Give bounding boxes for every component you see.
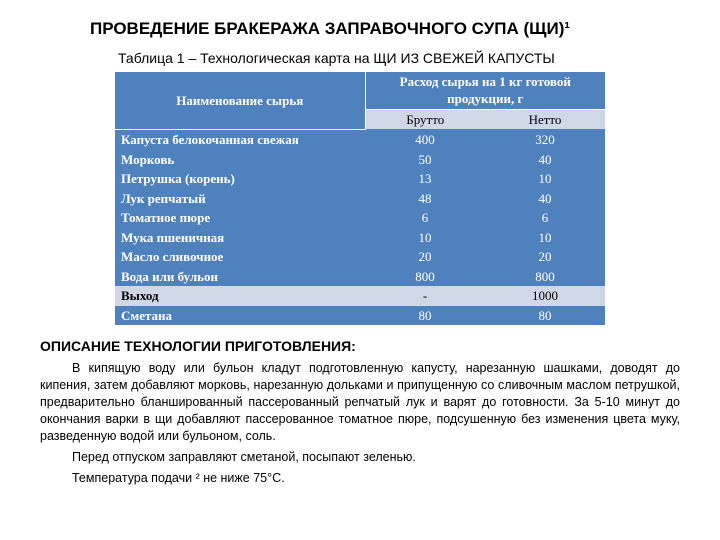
table-row: Капуста белокочанная свежая400320 [115,129,605,149]
cell-name: Вода или бульон [115,267,365,287]
cell-netto: 1000 [485,286,605,306]
cell-name: Мука пшеничная [115,228,365,248]
cell-netto: 10 [485,228,605,248]
paragraph-2: Перед отпуском заправляют сметаной, посы… [40,449,680,466]
cell-name: Капуста белокочанная свежая [115,129,365,149]
table-row: Выход-1000 [115,286,605,306]
cell-brutto: 80 [365,306,485,326]
table-row: Сметана8080 [115,306,605,326]
cell-brutto: 400 [365,129,485,149]
cell-netto: 800 [485,267,605,287]
cell-brutto: 800 [365,267,485,287]
cell-netto: 40 [485,189,605,209]
col-name-header: Наименование сырья [115,72,365,130]
section-heading: ОПИСАНИЕ ТЕХНОЛОГИИ ПРИГОТОВЛЕНИЯ: [40,337,680,356]
cell-netto: 6 [485,208,605,228]
cell-name: Сметана [115,306,365,326]
cell-name: Томатное пюре [115,208,365,228]
cell-name: Лук репчатый [115,189,365,209]
table-row: Мука пшеничная1010 [115,228,605,248]
col-netto: Нетто [485,109,605,129]
cell-brutto: 48 [365,189,485,209]
cell-name: Морковь [115,150,365,170]
page-title: ПРОВЕДЕНИЕ БРАКЕРАЖА ЗАПРАВОЧНОГО СУПА (… [90,18,680,41]
cell-brutto: 13 [365,169,485,189]
table-row: Петрушка (корень)1310 [115,169,605,189]
col-consumption-header: Расход сырья на 1 кг готовой продукции, … [365,72,605,110]
paragraph-3: Температура подачи ² не ниже 75°С. [40,470,680,487]
cell-netto: 80 [485,306,605,326]
cell-name: Масло сливочное [115,247,365,267]
cell-brutto: 20 [365,247,485,267]
ingredients-table: Наименование сырья Расход сырья на 1 кг … [115,72,605,326]
col-brutto: Брутто [365,109,485,129]
cell-brutto: 6 [365,208,485,228]
table-row: Лук репчатый4840 [115,189,605,209]
table-row: Вода или бульон800800 [115,267,605,287]
cell-netto: 20 [485,247,605,267]
paragraph-1: В кипящую воду или бульон кладут подгото… [40,360,680,444]
table-row: Морковь5040 [115,150,605,170]
cell-name: Петрушка (корень) [115,169,365,189]
cell-brutto: - [365,286,485,306]
cell-brutto: 10 [365,228,485,248]
table-header-row: Наименование сырья Расход сырья на 1 кг … [115,72,605,110]
cell-netto: 10 [485,169,605,189]
table-row: Томатное пюре66 [115,208,605,228]
cell-netto: 40 [485,150,605,170]
table-row: Масло сливочное2020 [115,247,605,267]
cell-name: Выход [115,286,365,306]
table-caption: Таблица 1 – Технологическая карта на ЩИ … [118,49,680,68]
cell-netto: 320 [485,129,605,149]
cell-brutto: 50 [365,150,485,170]
